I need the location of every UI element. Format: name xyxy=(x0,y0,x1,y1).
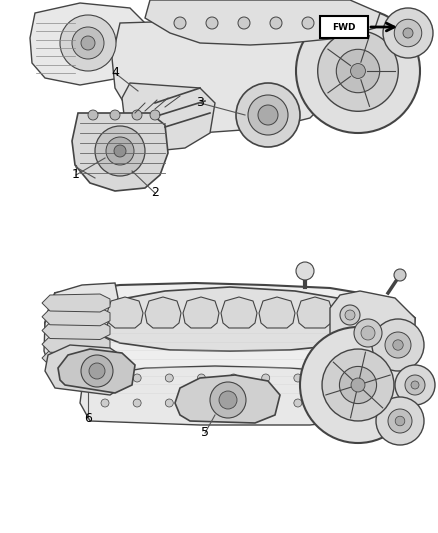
Circle shape xyxy=(340,305,360,325)
Polygon shape xyxy=(175,375,280,423)
Circle shape xyxy=(133,399,141,407)
Polygon shape xyxy=(44,283,118,375)
Circle shape xyxy=(165,374,173,382)
Polygon shape xyxy=(259,297,295,328)
Circle shape xyxy=(395,365,435,405)
Circle shape xyxy=(388,409,412,433)
Polygon shape xyxy=(45,283,415,423)
Circle shape xyxy=(403,28,413,38)
Circle shape xyxy=(296,262,314,280)
Circle shape xyxy=(258,105,278,125)
Circle shape xyxy=(394,269,406,281)
Text: 6: 6 xyxy=(84,411,92,424)
Polygon shape xyxy=(42,335,110,353)
Polygon shape xyxy=(42,294,110,312)
Circle shape xyxy=(326,399,334,407)
Circle shape xyxy=(405,375,425,395)
Circle shape xyxy=(219,391,237,409)
Circle shape xyxy=(110,110,120,120)
Circle shape xyxy=(262,374,270,382)
Circle shape xyxy=(351,378,365,392)
Circle shape xyxy=(350,63,365,78)
Circle shape xyxy=(72,27,104,59)
Circle shape xyxy=(262,399,270,407)
Polygon shape xyxy=(330,291,415,361)
Circle shape xyxy=(322,349,394,421)
Circle shape xyxy=(336,49,380,93)
Circle shape xyxy=(296,9,420,133)
Text: 2: 2 xyxy=(151,187,159,199)
Text: 5: 5 xyxy=(201,426,209,440)
Text: 1: 1 xyxy=(72,168,80,182)
Circle shape xyxy=(174,17,186,29)
Circle shape xyxy=(165,399,173,407)
Circle shape xyxy=(101,374,109,382)
Circle shape xyxy=(294,399,302,407)
Polygon shape xyxy=(112,18,340,133)
Polygon shape xyxy=(42,321,110,340)
Circle shape xyxy=(394,19,422,47)
Polygon shape xyxy=(145,0,380,45)
Polygon shape xyxy=(30,3,145,85)
Circle shape xyxy=(354,319,382,347)
Circle shape xyxy=(326,374,334,382)
Circle shape xyxy=(393,340,403,350)
Circle shape xyxy=(210,382,246,418)
Circle shape xyxy=(411,381,419,389)
FancyBboxPatch shape xyxy=(320,16,368,38)
Circle shape xyxy=(88,110,98,120)
Polygon shape xyxy=(107,297,143,328)
Circle shape xyxy=(383,8,433,58)
Circle shape xyxy=(376,397,424,445)
Polygon shape xyxy=(122,83,215,151)
Polygon shape xyxy=(221,297,257,328)
Circle shape xyxy=(60,15,116,71)
Polygon shape xyxy=(145,297,181,328)
Circle shape xyxy=(206,17,218,29)
Circle shape xyxy=(198,374,205,382)
Circle shape xyxy=(300,327,416,443)
Circle shape xyxy=(372,319,424,371)
Circle shape xyxy=(294,374,302,382)
Circle shape xyxy=(230,399,237,407)
Polygon shape xyxy=(183,297,219,328)
Circle shape xyxy=(302,17,314,29)
Circle shape xyxy=(230,374,237,382)
Polygon shape xyxy=(42,308,110,326)
Circle shape xyxy=(248,95,288,135)
Circle shape xyxy=(114,145,126,157)
Polygon shape xyxy=(335,297,371,328)
Circle shape xyxy=(339,367,377,403)
Polygon shape xyxy=(72,113,168,191)
Polygon shape xyxy=(58,349,135,393)
Text: 4: 4 xyxy=(111,67,119,79)
Polygon shape xyxy=(45,345,125,395)
Polygon shape xyxy=(42,349,110,367)
Circle shape xyxy=(395,416,405,426)
Text: 3: 3 xyxy=(196,96,204,109)
Circle shape xyxy=(345,310,355,320)
Circle shape xyxy=(132,110,142,120)
Circle shape xyxy=(238,17,250,29)
Circle shape xyxy=(236,83,300,147)
Circle shape xyxy=(133,374,141,382)
Circle shape xyxy=(95,126,145,176)
Circle shape xyxy=(106,137,134,165)
Polygon shape xyxy=(80,366,375,425)
Circle shape xyxy=(270,17,282,29)
Circle shape xyxy=(198,399,205,407)
Polygon shape xyxy=(90,287,392,351)
Circle shape xyxy=(318,31,398,111)
Circle shape xyxy=(150,110,160,120)
Circle shape xyxy=(89,363,105,379)
Circle shape xyxy=(101,399,109,407)
Circle shape xyxy=(361,326,375,340)
Polygon shape xyxy=(297,297,333,328)
Circle shape xyxy=(81,355,113,387)
Circle shape xyxy=(334,17,346,29)
Circle shape xyxy=(385,332,411,358)
Circle shape xyxy=(81,36,95,50)
Text: FWD: FWD xyxy=(332,22,356,31)
